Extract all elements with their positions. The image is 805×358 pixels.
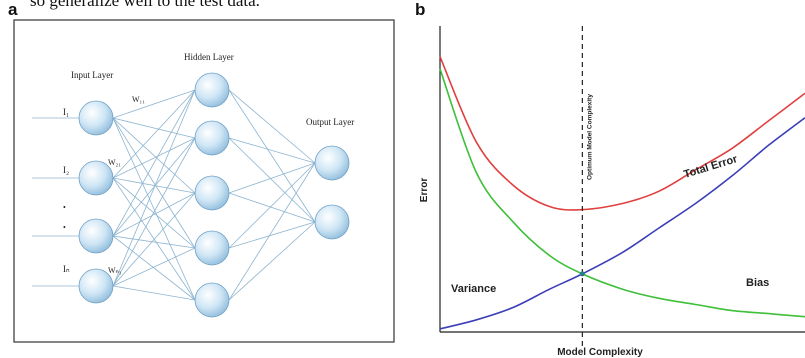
edge-hidden1-output1 [228, 89, 316, 164]
series-lines [439, 56, 805, 330]
hidden-node-2 [194, 120, 230, 156]
edge-input4-hidden2 [112, 137, 196, 287]
y-axis-label: Error [419, 178, 430, 203]
edge-input4-hidden3 [112, 192, 196, 287]
edge-hidden4-output2 [228, 221, 316, 249]
output-layer-label: Output Layer [306, 117, 354, 127]
edge-input1-hidden2 [112, 117, 196, 139]
hidden-layer-label: Hidden Layer [184, 52, 234, 62]
hidden-node-3 [194, 175, 230, 211]
edge-hidden5-output2 [228, 221, 316, 301]
edge-hidden4-output1 [228, 162, 316, 249]
weight-label-11: W₁₁ [132, 95, 145, 104]
total-error-line [439, 56, 805, 211]
input-label-1: I₁ [63, 107, 69, 117]
input-dot-1: • [63, 203, 66, 212]
output-node-2 [314, 204, 350, 240]
network-nodes [78, 72, 350, 318]
x-axis-label: Model Complexity [557, 347, 643, 358]
edge-input3-hidden3 [112, 192, 196, 237]
weight-label-n1: Wₙ₁ [108, 266, 122, 275]
edge-input3-hidden5 [112, 235, 196, 301]
edge-input1-hidden3 [112, 117, 196, 194]
input-label-n: Iₙ [63, 264, 70, 274]
edge-input1-hidden5 [112, 117, 196, 301]
edge-hidden5-output1 [228, 162, 316, 301]
panel-b-letter: b [415, 0, 426, 19]
output-node-1 [314, 145, 350, 181]
input-label-2: I₂ [63, 165, 69, 175]
edge-input4-hidden4 [112, 247, 196, 287]
edge-input2-hidden1 [112, 89, 196, 179]
bias-line [439, 117, 805, 330]
header-text: so generalize well to the test data. [30, 0, 260, 10]
edge-input4-hidden5 [112, 285, 196, 301]
edge-input1-hidden4 [112, 117, 196, 249]
edge-input2-hidden2 [112, 137, 196, 179]
panel-a-letter: a [8, 0, 18, 19]
input-layer-label: Input Layer [71, 70, 113, 80]
weight-label-21: W₂₁ [108, 158, 121, 167]
edge-hidden3-output2 [228, 192, 316, 223]
intersection-point [579, 271, 585, 277]
edge-hidden2-output1 [228, 137, 316, 164]
edge-hidden1-output2 [228, 89, 316, 223]
hidden-node-5 [194, 282, 230, 318]
bias-variance-chart: Optimum Model Complexity Error Model Com… [419, 26, 805, 358]
edge-input1-hidden1 [112, 89, 196, 119]
hidden-node-4 [194, 230, 230, 266]
edge-hidden2-output2 [228, 137, 316, 223]
variance-label: Variance [451, 283, 496, 295]
input-node-1 [78, 100, 114, 136]
edge-input2-hidden3 [112, 177, 196, 194]
edge-input3-hidden1 [112, 89, 196, 237]
edge-input4-hidden1 [112, 89, 196, 287]
hidden-node-1 [194, 72, 230, 108]
input-node-2 [78, 160, 114, 196]
input-dot-2: • [63, 223, 66, 232]
edge-hidden3-output1 [228, 162, 316, 194]
network-connections [32, 89, 316, 301]
neural-network-diagram: Input Layer Hidden Layer Output Layer I₁… [13, 19, 395, 343]
input-node-4 [78, 268, 114, 304]
bias-label: Bias [746, 277, 769, 289]
input-node-3 [78, 218, 114, 254]
optimum-annotation: Optimum Model Complexity [586, 94, 593, 180]
edge-input3-hidden4 [112, 235, 196, 249]
edge-input2-hidden4 [112, 177, 196, 249]
variance-line [439, 68, 805, 318]
